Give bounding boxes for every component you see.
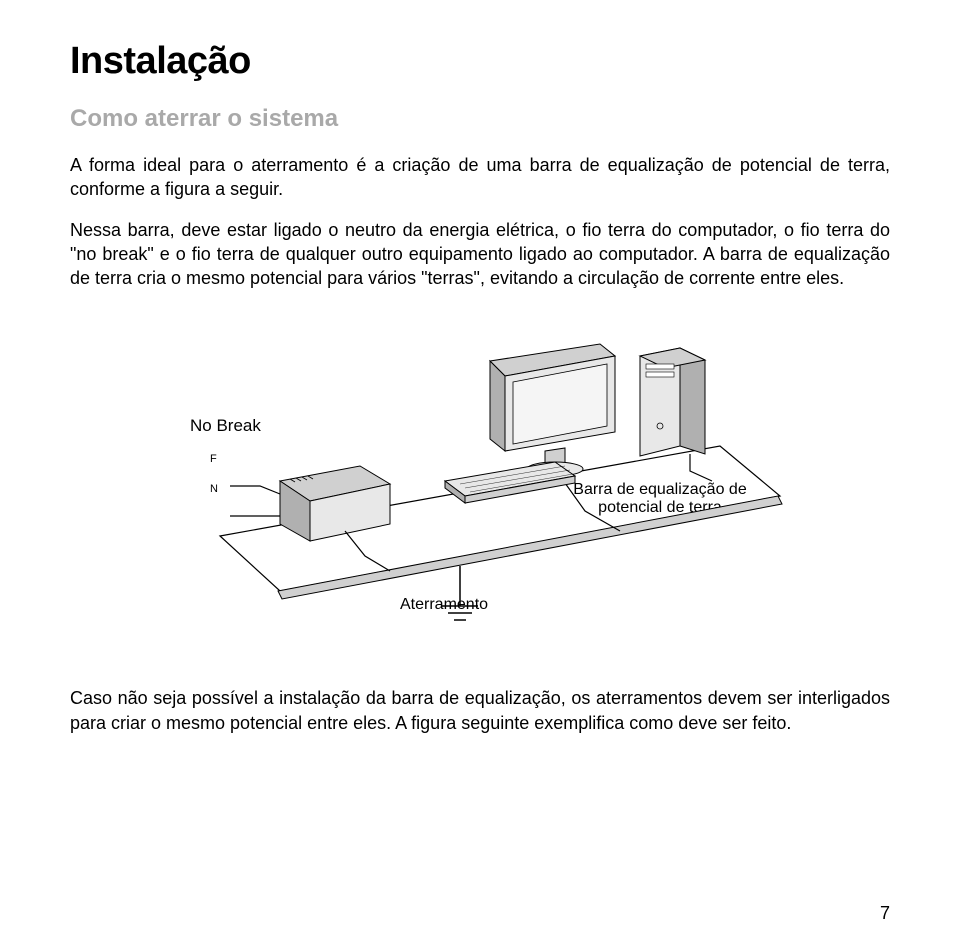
paragraph-3: Caso não seja possível a instalação da b… xyxy=(70,686,890,735)
page-number: 7 xyxy=(880,903,890,924)
paragraph-2: Nessa barra, deve estar ligado o neutro … xyxy=(70,218,890,291)
page-title: Instalação xyxy=(70,40,890,83)
section-subtitle: Como aterrar o sistema xyxy=(70,105,890,133)
grounding-diagram xyxy=(160,336,800,666)
paragraph-1: A forma ideal para o aterramento é a cri… xyxy=(70,153,890,202)
